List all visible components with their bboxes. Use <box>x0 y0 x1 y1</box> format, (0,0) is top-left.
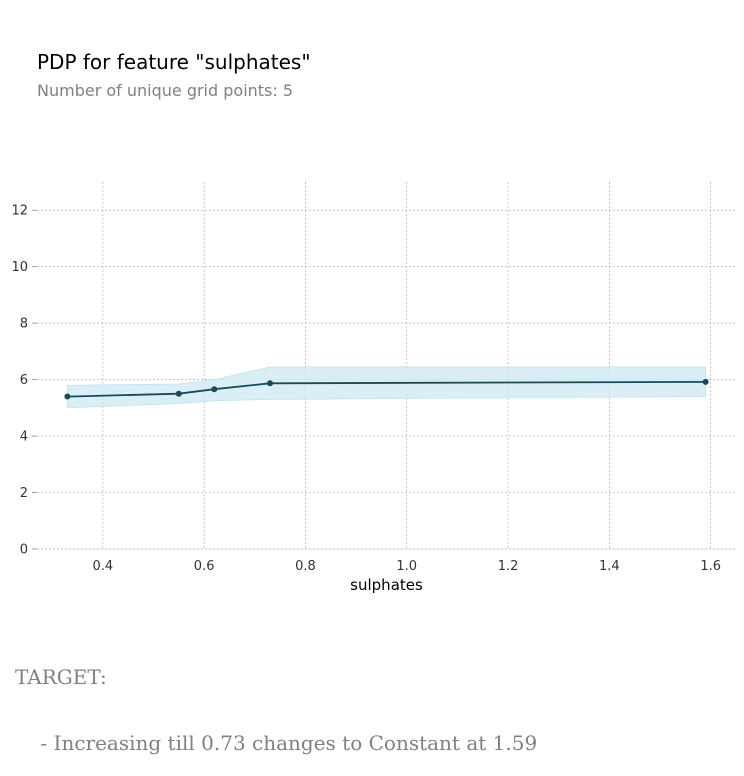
target-note: TARGET: - Increasing till 0.73 changes t… <box>15 622 537 776</box>
y-tick-label: 2 <box>20 486 28 501</box>
data-point <box>703 379 709 385</box>
confidence-band <box>67 367 705 408</box>
data-point <box>64 394 70 400</box>
x-tick-label: 0.6 <box>194 559 215 574</box>
data-point <box>211 386 217 392</box>
data-point <box>176 391 182 397</box>
x-tick-label: 1.0 <box>396 559 417 574</box>
target-label: TARGET: <box>15 666 537 688</box>
y-tick-label: 6 <box>20 373 28 388</box>
x-axis-label: sulphates <box>350 576 423 594</box>
data-point <box>267 380 273 386</box>
x-tick-label: 1.6 <box>700 559 721 574</box>
y-tick-label: 12 <box>11 204 28 219</box>
y-tick-label: 10 <box>11 260 28 275</box>
target-description: - Increasing till 0.73 changes to Consta… <box>15 732 537 754</box>
x-tick-label: 0.8 <box>295 559 316 574</box>
y-tick-label: 0 <box>20 543 28 558</box>
x-tick-label: 1.4 <box>599 559 620 574</box>
x-tick-label: 0.4 <box>93 559 114 574</box>
y-tick-label: 8 <box>20 317 28 332</box>
x-tick-label: 1.2 <box>498 559 519 574</box>
pdp-chart: 0 2 4 6 8 10 12 0.4 0.6 0.8 1.0 1.2 1.4 1.6 sulphates <box>0 0 744 600</box>
y-tick-label: 4 <box>20 430 28 445</box>
